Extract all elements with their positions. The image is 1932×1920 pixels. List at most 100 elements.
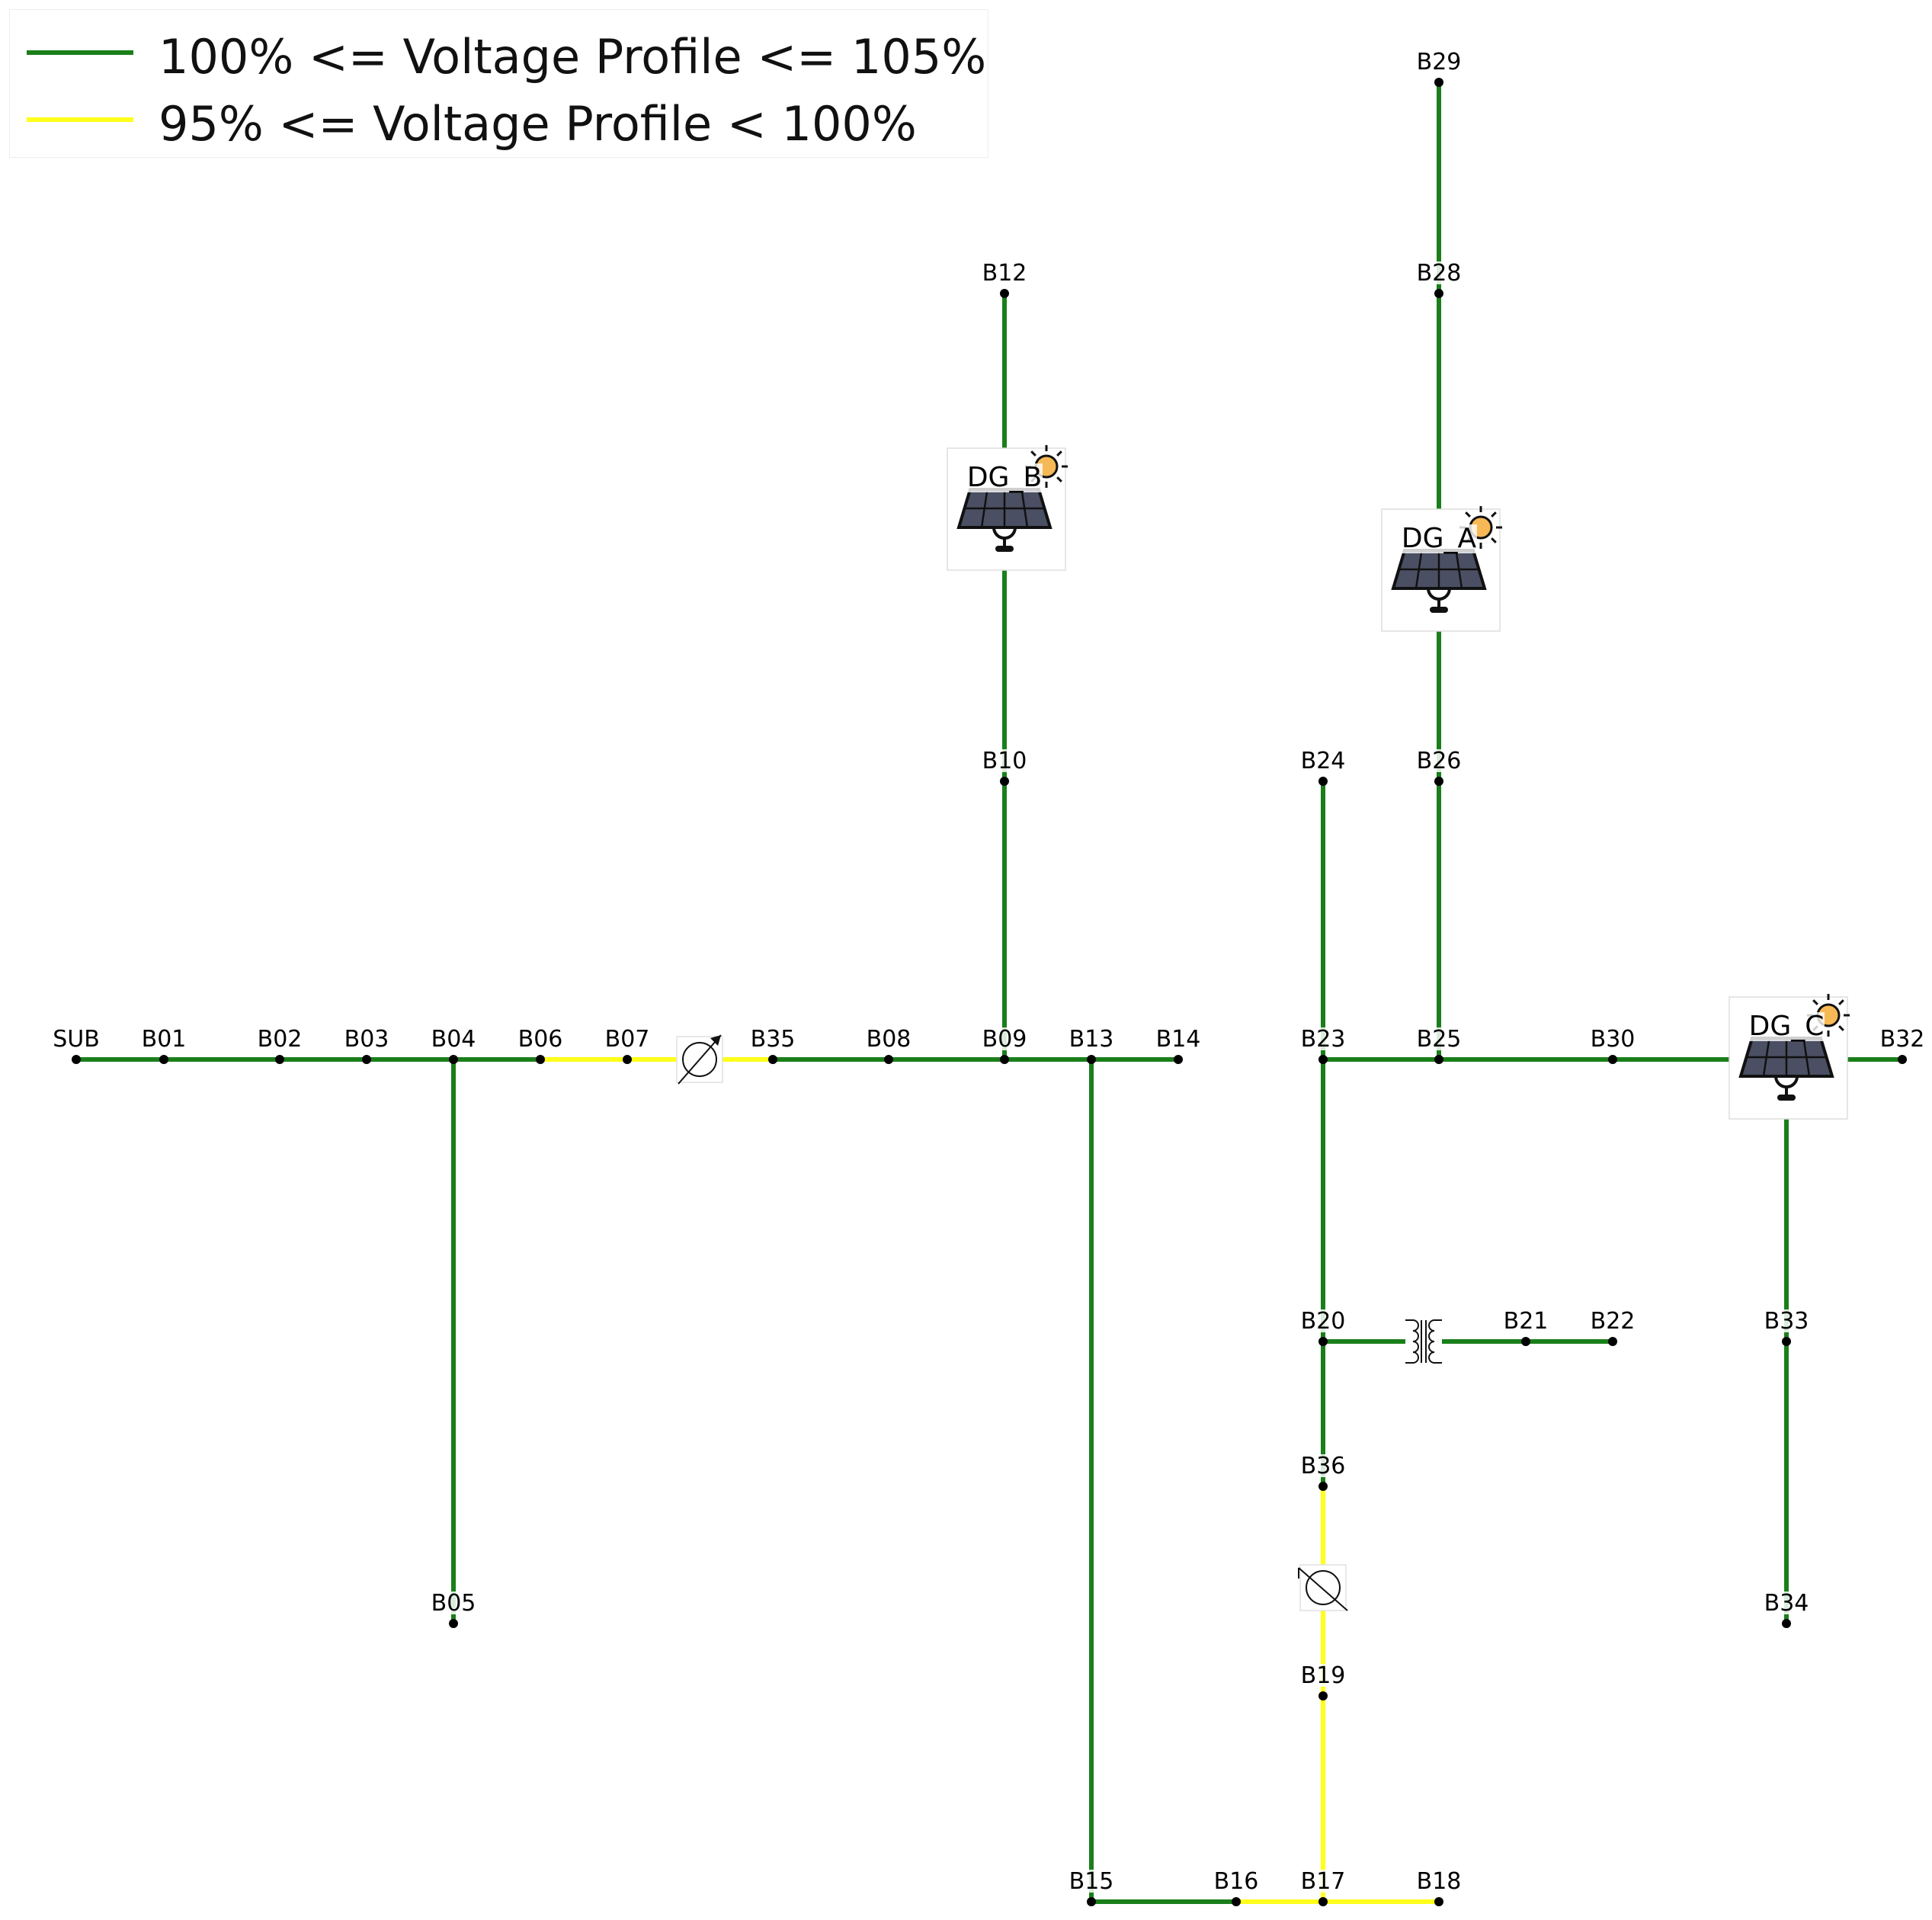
bus-node-b25[interactable]	[1434, 1055, 1443, 1064]
bus-node-b04[interactable]	[449, 1055, 458, 1064]
bus-node-b14[interactable]	[1174, 1055, 1183, 1064]
legend-entry-normal: 100% <= Voltage Profile <= 105%	[10, 25, 988, 85]
dg-label-text: DG_A	[1402, 523, 1477, 554]
bus-label-b02: B02	[257, 1026, 303, 1053]
bus-label-b26: B26	[1416, 748, 1462, 774]
bus-node-b21[interactable]	[1521, 1337, 1530, 1346]
bus-node-b18[interactable]	[1434, 1897, 1443, 1906]
bus-label-text: B04	[431, 1026, 476, 1053]
solar-panel-icon[interactable]: DG_B	[947, 445, 1068, 571]
bus-label-b25: B25	[1416, 1026, 1462, 1053]
bus-label-b06: B06	[517, 1026, 563, 1053]
bus-label-b16: B16	[1213, 1868, 1259, 1895]
nodes-layer	[72, 78, 1907, 1906]
bus-node-b07[interactable]	[623, 1055, 632, 1064]
bus-label-text: B35	[751, 1026, 796, 1053]
bus-label-b04: B04	[431, 1026, 476, 1053]
bus-node-b33[interactable]	[1782, 1337, 1791, 1346]
bus-node-b28[interactable]	[1434, 289, 1443, 298]
bus-label-b29: B29	[1416, 49, 1462, 75]
bus-label-b20: B20	[1300, 1308, 1346, 1335]
bus-label-b01: B01	[141, 1026, 187, 1053]
bus-label-text: B36	[1301, 1453, 1346, 1479]
bus-node-b09[interactable]	[1000, 1055, 1009, 1064]
bus-node-b08[interactable]	[884, 1055, 893, 1064]
bus-label-text: B28	[1417, 260, 1462, 287]
bus-node-b30[interactable]	[1608, 1055, 1617, 1064]
bus-label-b36: B36	[1300, 1453, 1346, 1479]
bus-label-b30: B30	[1590, 1026, 1636, 1053]
bus-node-b19[interactable]	[1318, 1691, 1328, 1700]
bus-label-text: B20	[1301, 1308, 1346, 1335]
bus-node-b26[interactable]	[1434, 777, 1443, 786]
bus-node-b15[interactable]	[1087, 1897, 1096, 1906]
bus-label-text: B29	[1417, 49, 1462, 75]
dg-label-text: DG_B	[967, 462, 1042, 493]
bus-label-b35: B35	[750, 1026, 796, 1053]
bus-label-text: B03	[344, 1026, 389, 1053]
legend-swatch-green	[27, 50, 133, 55]
legend-entry-low: 95% <= Voltage Profile < 100%	[10, 92, 988, 152]
bus-node-b05[interactable]	[449, 1619, 458, 1628]
bus-node-b01[interactable]	[159, 1055, 168, 1064]
transformer-icon[interactable]	[1405, 1319, 1442, 1364]
bus-node-b17[interactable]	[1318, 1897, 1328, 1906]
bus-node-b23[interactable]	[1318, 1055, 1328, 1064]
bus-node-b13[interactable]	[1087, 1055, 1096, 1064]
dg-label-text: DG_C	[1749, 1011, 1825, 1042]
bus-node-b24[interactable]	[1318, 777, 1328, 786]
bus-label-text: B16	[1214, 1868, 1259, 1895]
bus-node-b12[interactable]	[1000, 289, 1009, 298]
bus-label-text: B17	[1301, 1868, 1346, 1895]
legend-swatch-yellow	[27, 117, 133, 122]
bus-label-text: B21	[1504, 1308, 1549, 1335]
bus-label-b18: B18	[1416, 1868, 1462, 1895]
solar-panel-icon[interactable]: DG_A	[1381, 506, 1502, 632]
bus-node-b03[interactable]	[362, 1055, 371, 1064]
bus-label-b12: B12	[982, 260, 1027, 287]
lines-layer	[76, 82, 1902, 1904]
bus-label-b17: B17	[1300, 1868, 1346, 1895]
bus-node-sub[interactable]	[72, 1055, 81, 1064]
bus-node-b35[interactable]	[768, 1055, 777, 1064]
bus-node-b02[interactable]	[275, 1055, 284, 1064]
bus-label-b19: B19	[1300, 1662, 1346, 1689]
bus-label-text: B34	[1764, 1590, 1809, 1617]
bus-label-text: B15	[1069, 1868, 1114, 1895]
bus-label-b28: B28	[1416, 260, 1462, 287]
bus-label-text: B07	[605, 1026, 650, 1053]
bus-node-b10[interactable]	[1000, 777, 1009, 786]
bus-node-b32[interactable]	[1898, 1055, 1907, 1064]
bus-node-b20[interactable]	[1318, 1337, 1328, 1346]
bus-label-b22: B22	[1590, 1308, 1636, 1335]
dg-label: DG_A	[1401, 523, 1477, 554]
labels-layer: SUB B01 B02 B03 B04 B05 B06 B07 B35 B08 B09 B10 B12 B…	[53, 49, 1925, 1895]
bus-label-text: B26	[1417, 748, 1462, 774]
bus-label-text: B06	[518, 1026, 563, 1053]
voltage-regulator-icon[interactable]	[1298, 1564, 1348, 1611]
dg-label: DG_C	[1748, 1011, 1825, 1042]
bus-label-b33: B33	[1764, 1308, 1809, 1335]
solar-panel-icon[interactable]: DG_C	[1729, 994, 1850, 1120]
bus-label-b15: B15	[1069, 1868, 1114, 1895]
bus-label-text: B13	[1069, 1026, 1114, 1053]
bus-node-b36[interactable]	[1318, 1482, 1328, 1491]
bus-label-text: B05	[431, 1590, 476, 1617]
bus-label-sub: SUB	[53, 1026, 100, 1053]
bus-label-text: B01	[142, 1026, 187, 1053]
bus-node-b16[interactable]	[1232, 1897, 1241, 1906]
bus-label-b03: B03	[344, 1026, 389, 1053]
legend: 100% <= Voltage Profile <= 105% 95% <= V…	[9, 9, 988, 158]
bus-label-b14: B14	[1155, 1026, 1201, 1053]
bus-label-b32: B32	[1879, 1026, 1925, 1053]
bus-label-text: B09	[982, 1026, 1027, 1053]
bus-node-b22[interactable]	[1608, 1337, 1617, 1346]
bus-label-b10: B10	[982, 748, 1027, 774]
voltage-regulator-icon[interactable]	[676, 1034, 723, 1085]
bus-label-b07: B07	[604, 1026, 650, 1053]
bus-node-b29[interactable]	[1434, 78, 1443, 87]
bus-node-b06[interactable]	[536, 1055, 545, 1064]
bus-label-text: B10	[982, 748, 1027, 774]
bus-node-b34[interactable]	[1782, 1619, 1791, 1628]
